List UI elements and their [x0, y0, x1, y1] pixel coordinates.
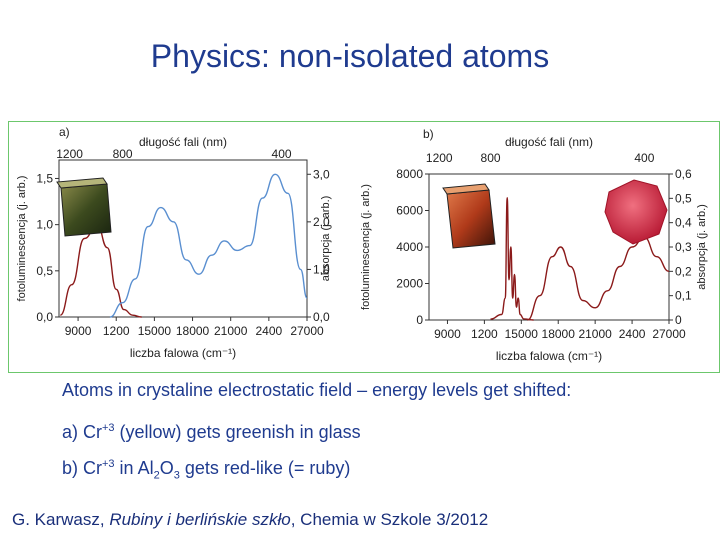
- y-right-tick-label: 0,4: [675, 216, 692, 230]
- x-tick-label: 1200: [471, 327, 498, 341]
- x-axis-label: liczba falowa (cm⁻¹): [130, 346, 236, 360]
- top-tick-label: 800: [113, 147, 133, 161]
- y-right-tick-label: 0,3: [675, 240, 692, 254]
- ruby-crystal-image: [442, 183, 496, 249]
- y-right-tick-label: 0,0: [313, 310, 330, 324]
- y-left-axis-label: fotoluminescencja (j. arb.): [360, 184, 372, 310]
- slide-title: Physics: non-isolated atoms: [150, 38, 550, 74]
- top-tick-label: 400: [634, 151, 654, 165]
- y-left-tick-label: 1,5: [36, 171, 53, 185]
- x-axis-label: liczba falowa (cm⁻¹): [496, 349, 602, 363]
- panel-b: b) długość fali (nm) 1200 800 400 9000 1200 150…: [360, 127, 708, 363]
- y-right-axis-label: absorpcja (j. arb.): [320, 196, 332, 282]
- y-right-tick-label: 0,2: [675, 264, 692, 278]
- x-tick-label: 1200: [103, 324, 130, 338]
- x-tick-label: 2400: [619, 327, 646, 341]
- ruby-stone-image: [604, 179, 668, 245]
- y-left-tick-label: 2000: [396, 277, 423, 291]
- panel-a: a) długość fali (nm) 1200 800 400 9000 1200 150…: [16, 125, 332, 360]
- case-a-line: a) Cr+3 (yellow) gets greenish in glass: [62, 422, 361, 442]
- explanation-line: Atoms in crystaline electrostatic field …: [62, 380, 572, 400]
- x-tick-label: 2400: [255, 324, 282, 338]
- top-axis-label: długość fali (nm): [139, 135, 227, 149]
- top-tick-label: 800: [481, 151, 501, 165]
- x-tick-label: 18000: [176, 324, 210, 338]
- y-left-tick-label: 0: [416, 313, 423, 327]
- x-tick-label: 15000: [505, 327, 539, 341]
- series-line-2: [527, 236, 670, 321]
- y-right-tick-label: 0,1: [675, 289, 692, 303]
- x-tick-label: 27000: [652, 327, 686, 341]
- series-line-1: [490, 196, 534, 321]
- y-left-tick-label: 1,0: [36, 218, 53, 232]
- glass-sample-image: [56, 177, 112, 237]
- plot-frame: [58, 159, 308, 318]
- y-left-axis-label: fotoluminescencja (j. arb.): [16, 176, 28, 302]
- series-line-1: [59, 223, 142, 318]
- top-tick-label: 1200: [56, 147, 83, 161]
- y-left-tick-label: 4000: [396, 240, 423, 254]
- y-right-axis-label: absorpcja (j. arb.): [696, 204, 708, 290]
- x-tick-label: 18000: [542, 327, 576, 341]
- y-right-tick-label: 3,0: [313, 167, 330, 181]
- plot-frame: [428, 173, 670, 321]
- y-right-tick-label: 2,0: [313, 215, 330, 229]
- y-right-tick-label: 0: [675, 313, 682, 327]
- y-left-tick-label: 8000: [396, 167, 423, 181]
- y-left-tick-label: 6000: [396, 204, 423, 218]
- x-tick-label: 9000: [434, 327, 461, 341]
- x-tick-label: 27000: [290, 324, 324, 338]
- case-b-line: b) Cr+3 in Al2O3 gets red-like (= ruby): [62, 458, 351, 482]
- x-tick-label: 21000: [578, 327, 612, 341]
- y-left-tick-label: 0,0: [36, 310, 53, 324]
- top-axis-label: długość fali (nm): [505, 135, 593, 149]
- y-right-tick-label: 0,6: [675, 167, 692, 181]
- citation: G. Karwasz, Rubiny i berlińskie szkło, C…: [12, 510, 489, 529]
- spectra-figure: a) długość fali (nm) 1200 800 400 9000 1200 150…: [8, 121, 720, 373]
- panel-label: a): [59, 125, 70, 139]
- spectra-svg: a) długość fali (nm) 1200 800 400 9000 1200 150…: [16, 125, 708, 363]
- x-tick-label: 9000: [65, 324, 92, 338]
- panel-label: b): [423, 127, 434, 141]
- x-tick-label: 21000: [214, 324, 248, 338]
- top-tick-label: 400: [272, 147, 292, 161]
- series-line-2: [109, 173, 308, 318]
- top-tick-label: 1200: [426, 151, 453, 165]
- y-right-tick-label: 1,0: [313, 262, 330, 276]
- x-tick-label: 15000: [138, 324, 172, 338]
- y-right-tick-label: 0,5: [675, 191, 692, 205]
- y-left-tick-label: 0,5: [36, 264, 53, 278]
